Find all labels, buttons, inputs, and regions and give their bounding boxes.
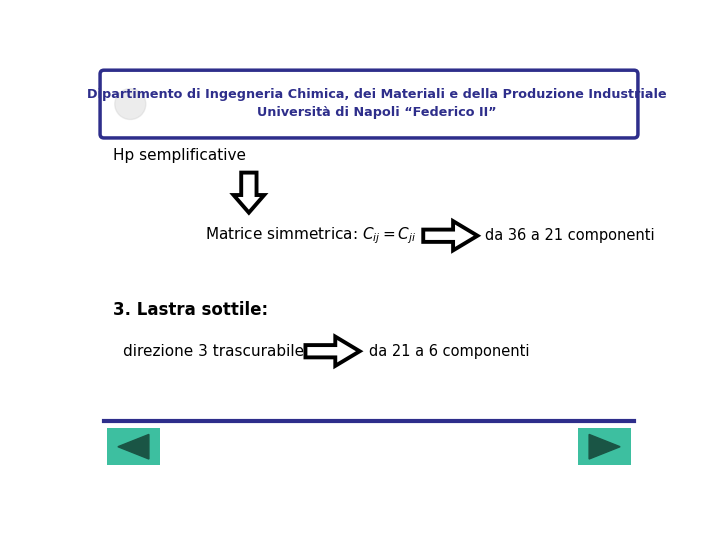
Text: Matrice simmetrica: $C_{ij} = C_{ji}$: Matrice simmetrica: $C_{ij} = C_{ji}$ <box>204 225 416 246</box>
Polygon shape <box>118 434 149 459</box>
Bar <box>578 428 631 465</box>
Text: da 36 a 21 componenti: da 36 a 21 componenti <box>485 228 655 243</box>
Circle shape <box>114 89 145 119</box>
Text: da 21 a 6 componenti: da 21 a 6 componenti <box>369 344 529 359</box>
Polygon shape <box>423 221 477 251</box>
Text: 3. Lastra sottile:: 3. Lastra sottile: <box>113 301 269 319</box>
FancyBboxPatch shape <box>100 70 638 138</box>
Text: Hp semplificative: Hp semplificative <box>113 148 246 163</box>
Text: Università di Napoli “Federico II”: Università di Napoli “Federico II” <box>257 106 497 119</box>
Text: direzione 3 trascurabile: direzione 3 trascurabile <box>122 344 304 359</box>
Polygon shape <box>233 173 264 213</box>
Polygon shape <box>305 336 360 366</box>
Bar <box>107 428 160 465</box>
Text: Dipartimento di Ingegneria Chimica, dei Materiali e della Produzione Industriale: Dipartimento di Ingegneria Chimica, dei … <box>87 87 667 100</box>
Polygon shape <box>589 434 620 459</box>
